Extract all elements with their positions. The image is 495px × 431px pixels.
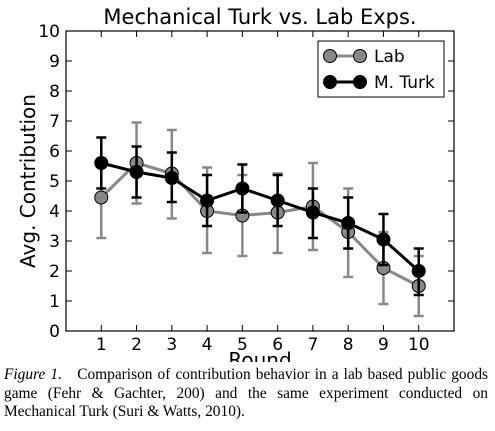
x-tick-label: 10 xyxy=(408,335,430,355)
data-point-m-turk xyxy=(129,165,144,179)
series-line-lab xyxy=(100,161,420,288)
data-point-m-turk xyxy=(200,193,215,208)
x-tick-label: 8 xyxy=(343,335,354,355)
x-tick-label: 2 xyxy=(131,335,142,355)
y-tick-label: 10 xyxy=(38,22,60,42)
y-tick-label: 5 xyxy=(49,172,60,192)
y-tick-label: 0 xyxy=(49,322,60,342)
chart-title: Mechanical Turk vs. Lab Exps. xyxy=(103,5,416,29)
data-point-m-turk xyxy=(411,264,426,278)
y-tick-label: 2 xyxy=(49,262,60,282)
data-point-m-turk xyxy=(305,205,320,220)
data-point-m-turk xyxy=(341,216,356,230)
chart: 0 1 2 3 4 5 6 7 8 9 10 1 2 3 4 5 6 7 8 9 10 Mechanical Turk v… xyxy=(16,5,455,362)
legend-label-lab: Lab xyxy=(374,47,405,67)
y-tick-label: 8 xyxy=(49,82,60,102)
x-tick-label: 7 xyxy=(307,335,318,355)
y-tick-label: 7 xyxy=(49,112,60,132)
caption-text: Comparison of contribution behavior in a… xyxy=(4,366,489,420)
y-tick-label: 3 xyxy=(49,232,60,252)
x-tick-label: 6 xyxy=(272,335,283,355)
data-point-m-turk xyxy=(235,181,250,196)
x-tick-label: 4 xyxy=(202,335,213,355)
data-point-m-turk xyxy=(94,156,109,170)
legend-label-m-turk: M. Turk xyxy=(374,73,435,93)
caption-label: Figure 1. xyxy=(4,366,62,383)
y-tick-label: 6 xyxy=(49,142,60,162)
legend-marker-lab xyxy=(323,49,337,63)
y-axis-label: Avg. Contribution xyxy=(16,94,40,268)
y-tick-label: 9 xyxy=(49,52,60,72)
data-point-m-turk xyxy=(164,171,179,185)
legend-box xyxy=(317,40,445,98)
legend-marker-lab xyxy=(353,49,367,63)
legend-marker-m-turk xyxy=(353,75,367,89)
data-point-m-turk xyxy=(270,193,285,208)
figure-caption: Figure 1. Comparison of contribution beh… xyxy=(4,366,488,422)
x-axis-label: Round xyxy=(228,348,291,362)
y-tick-label: 4 xyxy=(49,202,60,222)
x-tick-label: 1 xyxy=(96,335,107,355)
legend-marker-m-turk xyxy=(323,75,337,89)
x-tick-label: 3 xyxy=(166,335,177,355)
y-tick-label: 1 xyxy=(49,292,60,312)
x-tick-label: 5 xyxy=(237,335,248,355)
data-point-lab xyxy=(94,190,109,205)
x-tick-label: 9 xyxy=(378,335,389,355)
series-line-m-turk xyxy=(100,161,420,273)
data-point-m-turk xyxy=(376,232,391,247)
